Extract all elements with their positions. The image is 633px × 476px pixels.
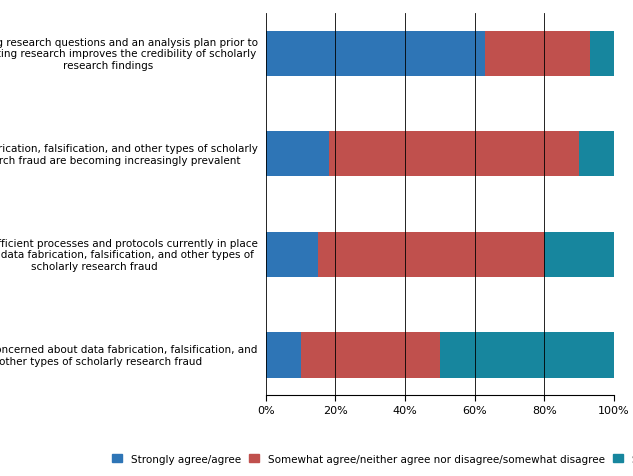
Bar	[485, 31, 590, 77]
Bar	[318, 232, 544, 278]
Bar	[266, 232, 318, 278]
Legend: Strongly agree/agree, Somewhat agree/neither agree nor disagree/somewhat disagre: Strongly agree/agree, Somewhat agree/nei…	[108, 450, 633, 468]
Bar	[301, 333, 440, 378]
Bar	[579, 132, 614, 177]
Bar	[266, 333, 301, 378]
Bar	[266, 132, 329, 177]
Bar	[590, 31, 614, 77]
Bar	[544, 232, 614, 278]
Bar	[440, 333, 614, 378]
Bar	[329, 132, 579, 177]
Bar	[266, 31, 485, 77]
